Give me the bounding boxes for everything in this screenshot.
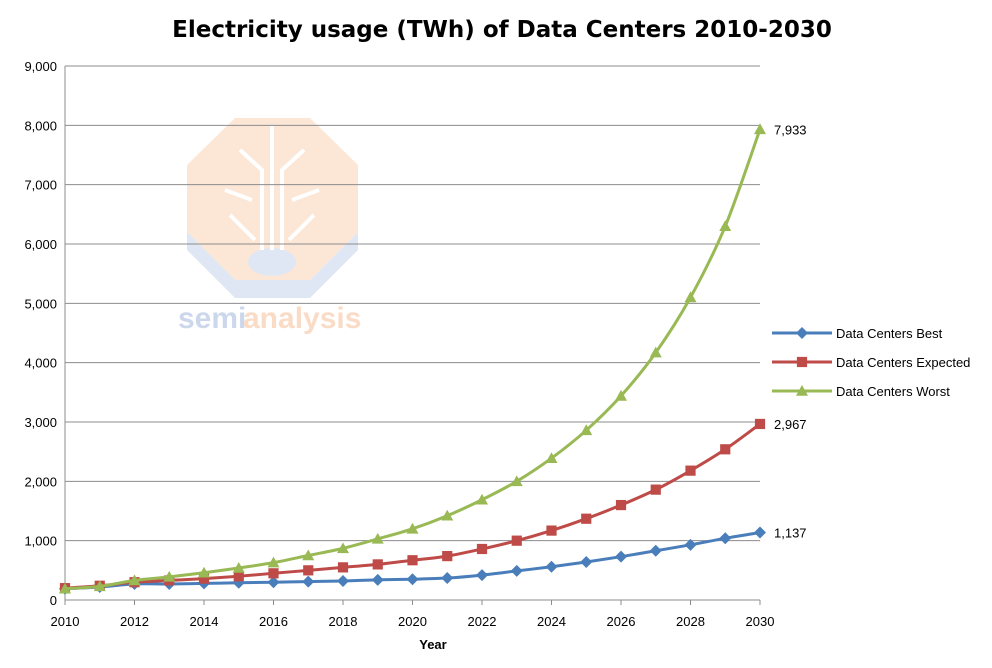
data-point-diamond (580, 556, 593, 569)
x-tick-label: 2020 (398, 614, 427, 629)
data-point-diamond (476, 569, 488, 582)
data-point-triangle (267, 556, 280, 568)
series-data-centers-best: 1,137 (59, 526, 807, 595)
data-point-triangle (128, 574, 141, 586)
data-point-square (650, 484, 661, 495)
y-tick-label: 1,000 (24, 534, 57, 549)
y-tick-label: 8,000 (24, 118, 57, 133)
y-tick-label: 3,000 (24, 415, 57, 430)
end-value-label: 7,933 (774, 122, 807, 137)
x-tick-label: 2024 (537, 614, 566, 629)
legend-item: Data Centers Best (772, 326, 943, 341)
data-point-triangle (649, 346, 662, 358)
watermark-text-analysis: analysis (243, 302, 361, 335)
data-point-square (198, 573, 210, 584)
y-tick-label: 4,000 (24, 356, 57, 371)
x-tick-label: 2016 (259, 614, 288, 629)
data-point-triangle (684, 291, 697, 303)
chart-title: Electricity usage (TWh) of Data Centers … (172, 17, 832, 43)
data-point-diamond (754, 526, 766, 539)
y-tick-label: 2,000 (24, 474, 57, 489)
x-axis-label: Year (419, 637, 446, 652)
data-point-triangle (59, 582, 71, 594)
x-tick-label: 2022 (468, 614, 497, 629)
series-data-centers-expected: 2,967 (59, 417, 807, 594)
data-point-triangle (754, 123, 766, 135)
data-point-square (372, 559, 383, 570)
legend-label: Data Centers Best (836, 326, 943, 341)
end-value-label: 2,967 (774, 417, 807, 432)
data-point-diamond (615, 550, 627, 563)
data-point-triangle (476, 493, 488, 505)
data-point-square (303, 565, 314, 576)
data-point-triangle (337, 542, 349, 554)
data-point-square (476, 543, 488, 555)
data-point-diamond (441, 572, 454, 585)
data-point-triangle (93, 580, 106, 592)
data-point-diamond (302, 575, 315, 588)
data-point-triangle (302, 549, 315, 561)
data-point-square (337, 562, 349, 573)
legend-label: Data Centers Expected (836, 355, 970, 370)
data-point-square (615, 499, 627, 511)
x-tick-label: 2030 (746, 614, 775, 629)
x-tick-label: 2010 (51, 614, 80, 629)
legend-item: Data Centers Worst (772, 384, 950, 399)
data-point-triangle (615, 389, 627, 401)
data-point-triangle (510, 475, 523, 487)
data-point-square (268, 568, 279, 579)
x-tick-label: 2014 (190, 614, 219, 629)
legend-marker-triangle (796, 385, 808, 396)
semianalysis-watermark-logo: semi analysis (178, 118, 361, 335)
y-tick-label: 5,000 (24, 296, 57, 311)
data-point-diamond (649, 544, 662, 557)
data-point-triangle (580, 424, 593, 436)
data-point-diamond (267, 576, 280, 589)
data-point-diamond (719, 532, 732, 545)
data-point-triangle (232, 561, 245, 573)
data-point-triangle (198, 566, 210, 578)
data-point-triangle (371, 532, 384, 544)
data-point-square (754, 418, 766, 430)
y-tick-label: 9,000 (24, 59, 57, 74)
data-point-square (511, 535, 522, 546)
x-tick-label: 2026 (607, 614, 636, 629)
x-tick-label: 2028 (676, 614, 705, 629)
series-data-centers-worst: 7,933 (59, 122, 807, 594)
x-tick-label: 2018 (329, 614, 358, 629)
legend-item: Data Centers Expected (772, 355, 970, 370)
data-point-diamond (684, 538, 697, 551)
data-point-diamond (337, 575, 349, 588)
legend-marker-diamond (796, 327, 808, 339)
watermark-text-semi: semi (178, 302, 246, 335)
data-point-triangle (163, 570, 176, 582)
data-point-triangle (441, 509, 454, 521)
data-point-square (407, 555, 418, 566)
data-point-diamond (545, 560, 558, 573)
data-point-square (442, 550, 453, 562)
data-point-diamond (371, 573, 384, 586)
legend-label: Data Centers Worst (836, 384, 950, 399)
y-tick-label: 0 (50, 593, 57, 608)
series-line (64, 128, 762, 591)
data-point-triangle (406, 522, 419, 534)
data-point-square (546, 525, 557, 536)
data-point-square (581, 513, 592, 524)
data-point-square (720, 444, 731, 455)
y-tick-label: 7,000 (24, 178, 57, 193)
legend-marker-square (796, 356, 808, 368)
data-point-triangle (545, 452, 558, 463)
data-point-diamond (510, 564, 523, 577)
data-point-square (685, 465, 696, 476)
data-point-diamond (406, 573, 419, 586)
data-point-square (233, 571, 244, 582)
x-tick-label: 2012 (120, 614, 149, 629)
end-value-label: 1,137 (774, 526, 807, 541)
data-point-triangle (719, 220, 732, 231)
y-tick-label: 6,000 (24, 237, 57, 252)
